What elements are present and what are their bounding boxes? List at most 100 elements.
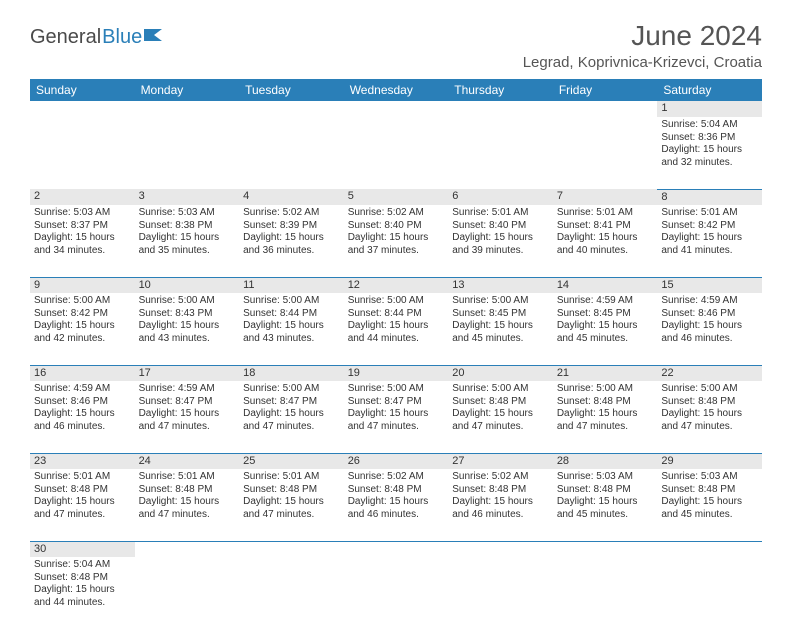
brand-text-2: Blue bbox=[102, 26, 142, 49]
day-data-cell: Sunrise: 5:02 AMSunset: 8:39 PMDaylight:… bbox=[239, 205, 344, 277]
day-data-cell bbox=[448, 557, 553, 629]
day-content: Sunrise: 5:00 AMSunset: 8:48 PMDaylight:… bbox=[448, 381, 553, 435]
day-header: Sunday bbox=[30, 79, 135, 101]
day-number-cell bbox=[448, 101, 553, 117]
day-data-cell bbox=[30, 117, 135, 189]
day-number-cell: 11 bbox=[239, 277, 344, 293]
day-data-cell: Sunrise: 5:00 AMSunset: 8:48 PMDaylight:… bbox=[448, 381, 553, 453]
day-content: Sunrise: 5:04 AMSunset: 8:36 PMDaylight:… bbox=[657, 117, 762, 171]
day-content: Sunrise: 5:00 AMSunset: 8:42 PMDaylight:… bbox=[30, 293, 135, 347]
day-content: Sunrise: 5:03 AMSunset: 8:38 PMDaylight:… bbox=[135, 205, 240, 259]
day-header: Wednesday bbox=[344, 79, 449, 101]
day-number-row: 2345678 bbox=[30, 189, 762, 205]
title-block: June 2024 Legrad, Koprivnica-Krizevci, C… bbox=[523, 20, 762, 71]
day-data-cell: Sunrise: 5:00 AMSunset: 8:47 PMDaylight:… bbox=[344, 381, 449, 453]
day-number-cell: 3 bbox=[135, 189, 240, 205]
day-number-cell bbox=[239, 541, 344, 557]
brand-logo: GeneralBlue bbox=[30, 26, 166, 49]
calendar-table: SundayMondayTuesdayWednesdayThursdayFrid… bbox=[30, 79, 762, 629]
day-number-row: 9101112131415 bbox=[30, 277, 762, 293]
day-content: Sunrise: 5:01 AMSunset: 8:48 PMDaylight:… bbox=[239, 469, 344, 523]
day-content: Sunrise: 5:03 AMSunset: 8:48 PMDaylight:… bbox=[553, 469, 658, 523]
day-number-cell: 14 bbox=[553, 277, 658, 293]
day-number-cell bbox=[553, 101, 658, 117]
day-data-cell: Sunrise: 4:59 AMSunset: 8:46 PMDaylight:… bbox=[657, 293, 762, 365]
day-data-cell: Sunrise: 5:03 AMSunset: 8:48 PMDaylight:… bbox=[657, 469, 762, 541]
day-content: Sunrise: 5:00 AMSunset: 8:48 PMDaylight:… bbox=[553, 381, 658, 435]
day-data-cell: Sunrise: 4:59 AMSunset: 8:46 PMDaylight:… bbox=[30, 381, 135, 453]
day-number-cell bbox=[135, 541, 240, 557]
day-data-cell: Sunrise: 5:01 AMSunset: 8:48 PMDaylight:… bbox=[30, 469, 135, 541]
day-number-cell: 28 bbox=[553, 453, 658, 469]
day-data-cell: Sunrise: 5:01 AMSunset: 8:42 PMDaylight:… bbox=[657, 205, 762, 277]
day-number-cell: 17 bbox=[135, 365, 240, 381]
calendar-body: 1Sunrise: 5:04 AMSunset: 8:36 PMDaylight… bbox=[30, 101, 762, 629]
day-number-cell: 26 bbox=[344, 453, 449, 469]
day-content: Sunrise: 5:01 AMSunset: 8:40 PMDaylight:… bbox=[448, 205, 553, 259]
day-content: Sunrise: 5:00 AMSunset: 8:44 PMDaylight:… bbox=[344, 293, 449, 347]
day-data-cell bbox=[135, 557, 240, 629]
day-data-cell: Sunrise: 5:02 AMSunset: 8:48 PMDaylight:… bbox=[344, 469, 449, 541]
day-data-cell: Sunrise: 4:59 AMSunset: 8:47 PMDaylight:… bbox=[135, 381, 240, 453]
day-data-cell: Sunrise: 5:03 AMSunset: 8:38 PMDaylight:… bbox=[135, 205, 240, 277]
day-content: Sunrise: 5:04 AMSunset: 8:48 PMDaylight:… bbox=[30, 557, 135, 611]
day-data-row: Sunrise: 5:04 AMSunset: 8:48 PMDaylight:… bbox=[30, 557, 762, 629]
day-data-cell bbox=[135, 117, 240, 189]
day-content: Sunrise: 5:00 AMSunset: 8:47 PMDaylight:… bbox=[344, 381, 449, 435]
day-number-cell: 6 bbox=[448, 189, 553, 205]
day-number-cell bbox=[344, 541, 449, 557]
day-data-cell: Sunrise: 5:03 AMSunset: 8:48 PMDaylight:… bbox=[553, 469, 658, 541]
day-number-cell: 12 bbox=[344, 277, 449, 293]
day-number-cell bbox=[448, 541, 553, 557]
day-data-cell: Sunrise: 5:02 AMSunset: 8:40 PMDaylight:… bbox=[344, 205, 449, 277]
day-number-cell: 8 bbox=[657, 189, 762, 205]
day-number-cell: 23 bbox=[30, 453, 135, 469]
day-content: Sunrise: 5:01 AMSunset: 8:48 PMDaylight:… bbox=[135, 469, 240, 523]
day-number-row: 16171819202122 bbox=[30, 365, 762, 381]
day-data-row: Sunrise: 5:01 AMSunset: 8:48 PMDaylight:… bbox=[30, 469, 762, 541]
day-number-cell: 25 bbox=[239, 453, 344, 469]
day-data-cell: Sunrise: 5:00 AMSunset: 8:44 PMDaylight:… bbox=[239, 293, 344, 365]
day-number-cell: 5 bbox=[344, 189, 449, 205]
day-data-cell bbox=[344, 557, 449, 629]
day-number-cell bbox=[30, 101, 135, 117]
day-content: Sunrise: 5:00 AMSunset: 8:43 PMDaylight:… bbox=[135, 293, 240, 347]
day-content: Sunrise: 4:59 AMSunset: 8:45 PMDaylight:… bbox=[553, 293, 658, 347]
day-content: Sunrise: 4:59 AMSunset: 8:46 PMDaylight:… bbox=[657, 293, 762, 347]
calendar-page: GeneralBlue June 2024 Legrad, Koprivnica… bbox=[0, 0, 792, 639]
day-content: Sunrise: 5:03 AMSunset: 8:48 PMDaylight:… bbox=[657, 469, 762, 523]
brand-text-1: General bbox=[30, 26, 101, 49]
day-data-cell bbox=[344, 117, 449, 189]
day-data-row: Sunrise: 5:00 AMSunset: 8:42 PMDaylight:… bbox=[30, 293, 762, 365]
day-content: Sunrise: 5:00 AMSunset: 8:44 PMDaylight:… bbox=[239, 293, 344, 347]
day-number-cell: 24 bbox=[135, 453, 240, 469]
day-data-cell bbox=[553, 117, 658, 189]
calendar-header-row: SundayMondayTuesdayWednesdayThursdayFrid… bbox=[30, 79, 762, 101]
day-data-cell: Sunrise: 5:02 AMSunset: 8:48 PMDaylight:… bbox=[448, 469, 553, 541]
day-header: Friday bbox=[553, 79, 658, 101]
day-number-cell bbox=[344, 101, 449, 117]
day-content: Sunrise: 4:59 AMSunset: 8:46 PMDaylight:… bbox=[30, 381, 135, 435]
day-content: Sunrise: 5:01 AMSunset: 8:41 PMDaylight:… bbox=[553, 205, 658, 259]
day-data-cell: Sunrise: 5:01 AMSunset: 8:41 PMDaylight:… bbox=[553, 205, 658, 277]
day-data-cell: Sunrise: 5:01 AMSunset: 8:48 PMDaylight:… bbox=[239, 469, 344, 541]
day-header: Thursday bbox=[448, 79, 553, 101]
day-number-cell bbox=[657, 541, 762, 557]
day-data-cell bbox=[239, 557, 344, 629]
day-data-cell bbox=[448, 117, 553, 189]
day-number-cell: 15 bbox=[657, 277, 762, 293]
day-content: Sunrise: 5:02 AMSunset: 8:48 PMDaylight:… bbox=[448, 469, 553, 523]
day-data-cell: Sunrise: 5:00 AMSunset: 8:42 PMDaylight:… bbox=[30, 293, 135, 365]
day-number-cell: 2 bbox=[30, 189, 135, 205]
day-content: Sunrise: 5:02 AMSunset: 8:39 PMDaylight:… bbox=[239, 205, 344, 259]
day-content: Sunrise: 5:03 AMSunset: 8:37 PMDaylight:… bbox=[30, 205, 135, 259]
day-data-cell: Sunrise: 5:01 AMSunset: 8:48 PMDaylight:… bbox=[135, 469, 240, 541]
day-data-cell bbox=[239, 117, 344, 189]
day-number-cell: 10 bbox=[135, 277, 240, 293]
day-number-cell: 9 bbox=[30, 277, 135, 293]
day-number-row: 1 bbox=[30, 101, 762, 117]
day-data-cell bbox=[553, 557, 658, 629]
day-content: Sunrise: 5:02 AMSunset: 8:48 PMDaylight:… bbox=[344, 469, 449, 523]
day-data-cell: Sunrise: 5:00 AMSunset: 8:48 PMDaylight:… bbox=[553, 381, 658, 453]
day-data-cell: Sunrise: 5:04 AMSunset: 8:36 PMDaylight:… bbox=[657, 117, 762, 189]
